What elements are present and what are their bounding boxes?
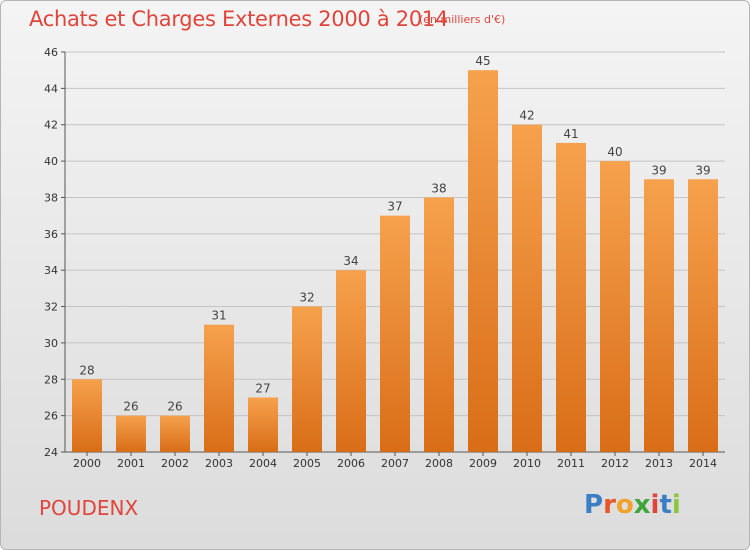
- bar: [248, 397, 278, 452]
- y-tick-label: 46: [44, 46, 58, 59]
- data-label: 39: [695, 163, 710, 177]
- place-name: POUDENX: [39, 496, 139, 520]
- chart-title: Achats et Charges Externes 2000 à 2014: [29, 7, 449, 31]
- bar: [644, 179, 674, 453]
- logo-letter: x: [633, 490, 651, 520]
- data-label: 37: [387, 200, 402, 214]
- bar: [380, 215, 410, 452]
- y-tick-label: 44: [44, 82, 58, 95]
- x-tick-label: 2000: [73, 457, 101, 470]
- x-tick-label: 2007: [381, 457, 409, 470]
- bar: [424, 197, 454, 452]
- bar: [292, 306, 322, 452]
- proxiti-logo: Proxiti: [584, 490, 681, 520]
- data-label: 26: [167, 400, 182, 414]
- data-label: 42: [519, 109, 534, 123]
- data-label: 28: [79, 363, 94, 377]
- y-tick-label: 30: [44, 337, 58, 350]
- logo-letter: r: [603, 490, 616, 520]
- logo-letter: i: [671, 490, 681, 520]
- x-tick-label: 2011: [557, 457, 585, 470]
- x-tick-label: 2003: [205, 457, 233, 470]
- x-tick-label: 2004: [249, 457, 277, 470]
- bar: [512, 124, 542, 453]
- y-tick-label: 36: [44, 228, 58, 241]
- bar: [160, 415, 190, 452]
- x-tick-label: 2006: [337, 457, 365, 470]
- y-tick-label: 26: [44, 410, 58, 423]
- y-tick-label: 32: [44, 301, 58, 314]
- y-tick-label: 40: [44, 155, 58, 168]
- y-tick-label: 28: [44, 373, 58, 386]
- bars: [72, 70, 718, 453]
- bar: [556, 142, 586, 452]
- bar: [688, 179, 718, 453]
- y-tick-label: 34: [44, 264, 58, 277]
- bar: [116, 415, 146, 452]
- y-tick-label: 38: [44, 191, 58, 204]
- logo-letter: t: [659, 490, 672, 520]
- data-label: 41: [563, 127, 578, 141]
- chart-unit: (en milliers d'€): [419, 13, 506, 26]
- data-label: 34: [343, 254, 358, 268]
- bar: [72, 379, 102, 452]
- x-tick-label: 2009: [469, 457, 497, 470]
- logo-letter: P: [584, 490, 604, 520]
- data-label: 27: [255, 381, 270, 395]
- data-label: 45: [475, 54, 490, 68]
- bar: [336, 270, 366, 452]
- x-tick-label: 2013: [645, 457, 673, 470]
- labels: 28 2000 26 2001 26 2002 31 2003 27 2004 32 2005 34 20…: [73, 54, 717, 470]
- data-label: 32: [299, 291, 314, 305]
- data-label: 26: [123, 400, 138, 414]
- x-tick-label: 2014: [689, 457, 717, 470]
- x-tick-label: 2005: [293, 457, 321, 470]
- bar: [468, 70, 498, 452]
- x-tick-label: 2010: [513, 457, 541, 470]
- x-tick-label: 2012: [601, 457, 629, 470]
- x-tick-label: 2002: [161, 457, 189, 470]
- logo-letter: o: [615, 490, 634, 520]
- x-tick-label: 2008: [425, 457, 453, 470]
- bar: [204, 324, 234, 452]
- data-label: 38: [431, 181, 446, 195]
- bar: [600, 161, 630, 452]
- data-label: 31: [211, 309, 226, 323]
- logo-letter: i: [650, 490, 660, 520]
- data-label: 39: [651, 163, 666, 177]
- y-tick-label: 42: [44, 119, 58, 132]
- x-tick-label: 2001: [117, 457, 145, 470]
- data-label: 40: [607, 145, 622, 159]
- y-tick-label: 24: [44, 446, 58, 459]
